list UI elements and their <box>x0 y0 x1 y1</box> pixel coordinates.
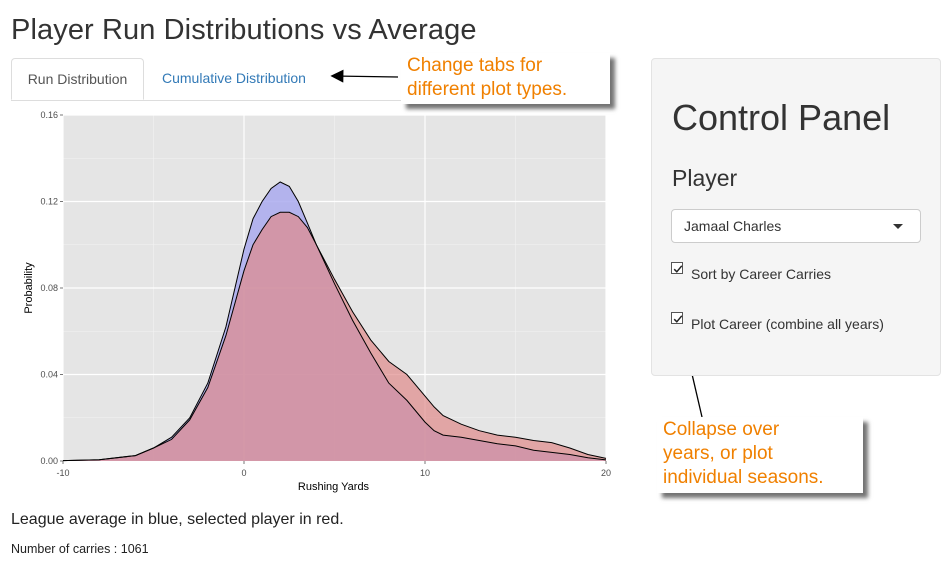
player-label: Player <box>672 165 738 191</box>
x-tick-label: 10 <box>420 468 430 478</box>
player-select[interactable]: Jamaal Charles <box>671 209 921 243</box>
tabs-callout-line-2: different plot types. <box>407 79 568 100</box>
carries-count: Number of carries : 1061 <box>11 542 149 556</box>
y-tick-label: 0.16 <box>40 110 58 120</box>
y-tick-label: 0.08 <box>40 283 58 293</box>
tab-run-distribution[interactable]: Run Distribution <box>11 58 144 100</box>
player-density-area <box>63 212 606 461</box>
x-tick-label: -10 <box>56 468 69 478</box>
tabs-callout-line-1: Change tabs for <box>407 55 543 76</box>
collapse-callout-line-3: individual seasons. <box>663 467 824 488</box>
tab-cumulative-distribution[interactable]: Cumulative Distribution <box>162 70 306 86</box>
control-panel: Control Panel Player Jamaal Charles Sort… <box>651 58 941 376</box>
tabs-callout: Change tabs for different plot types. <box>401 53 610 104</box>
control-panel-title: Control Panel <box>672 97 891 138</box>
collapse-callout-line-2: years, or plot <box>663 443 773 464</box>
collapse-callout: Collapse over years, or plot individual … <box>657 417 863 493</box>
x-tick-label: 20 <box>601 468 611 478</box>
density-plot-svg: -10 0 10 20 0.00 0.04 0.08 0.12 0.16 Rushing Yard… <box>23 110 611 493</box>
player-select-value: Jamaal Charles <box>684 218 782 234</box>
y-tick-label: 0.00 <box>40 456 58 466</box>
page-title: Player Run Distributions vs Average <box>11 14 477 46</box>
sort-by-carries-label: Sort by Career Carries <box>691 266 832 282</box>
x-tick-label: 0 <box>241 468 246 478</box>
plot-tabs: Run Distribution Cumulative Distribution <box>11 58 604 101</box>
chevron-down-icon <box>893 224 903 229</box>
density-plot: -10 0 10 20 0.00 0.04 0.08 0.12 0.16 Rushing Yard… <box>0 104 615 502</box>
plot-career-checkbox[interactable] <box>671 312 683 324</box>
y-axis-label: Probability <box>23 262 35 314</box>
checkmark-icon <box>673 265 683 273</box>
sort-by-carries-checkbox[interactable] <box>671 262 683 274</box>
y-tick-label: 0.12 <box>40 197 58 207</box>
player-density-line <box>62 211 607 462</box>
collapse-callout-line-1: Collapse over <box>663 419 780 440</box>
plot-caption: League average in blue, selected player … <box>11 511 344 528</box>
league-density-line <box>62 181 607 462</box>
plot-career-label: Plot Career (combine all years) <box>691 316 884 332</box>
checkmark-icon <box>673 315 683 323</box>
x-axis-label: Rushing Yards <box>298 481 370 493</box>
y-tick-label: 0.04 <box>40 370 58 380</box>
